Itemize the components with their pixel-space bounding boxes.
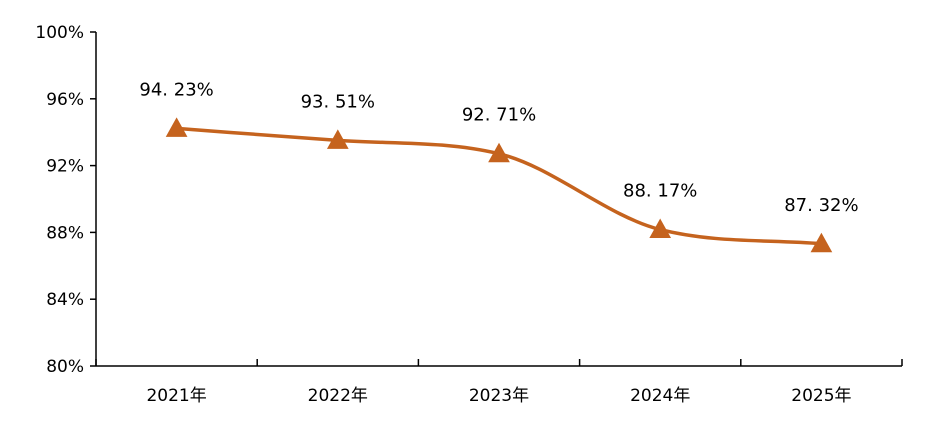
data-point-triangle (810, 232, 833, 253)
x-tick-label: 2021年 (146, 386, 206, 406)
data-label: 94. 23% (139, 79, 213, 100)
series-layer (165, 117, 833, 253)
y-tick-label: 80% (46, 357, 84, 377)
y-tick-label: 92% (46, 157, 84, 177)
y-tick-label: 100% (35, 23, 84, 43)
x-tick-label: 2022年 (308, 386, 368, 406)
data-label: 92. 71% (462, 105, 536, 126)
y-tick-label: 96% (46, 90, 84, 110)
x-tick-label: 2025年 (791, 386, 851, 406)
data-label: 93. 51% (301, 91, 375, 112)
x-tick-label: 2023年 (469, 386, 529, 406)
axes: 80% 84% 88% 92% 96% 100% 2021年 2022年 2023年 2024年 2… (35, 23, 903, 406)
y-tick-label: 84% (46, 290, 84, 310)
labels-layer: 94. 23% 93. 51% 92. 71% 88. 17% 87. 32% (139, 79, 858, 215)
data-label: 87. 32% (784, 195, 858, 216)
x-tick-label: 2024年 (630, 386, 690, 406)
data-point-triangle (326, 129, 349, 149)
data-label: 88. 17% (623, 181, 697, 202)
data-point-triangle (488, 142, 510, 163)
data-point-triangle (165, 117, 188, 137)
y-tick-label: 88% (46, 223, 84, 243)
data-point-triangle (649, 218, 672, 239)
